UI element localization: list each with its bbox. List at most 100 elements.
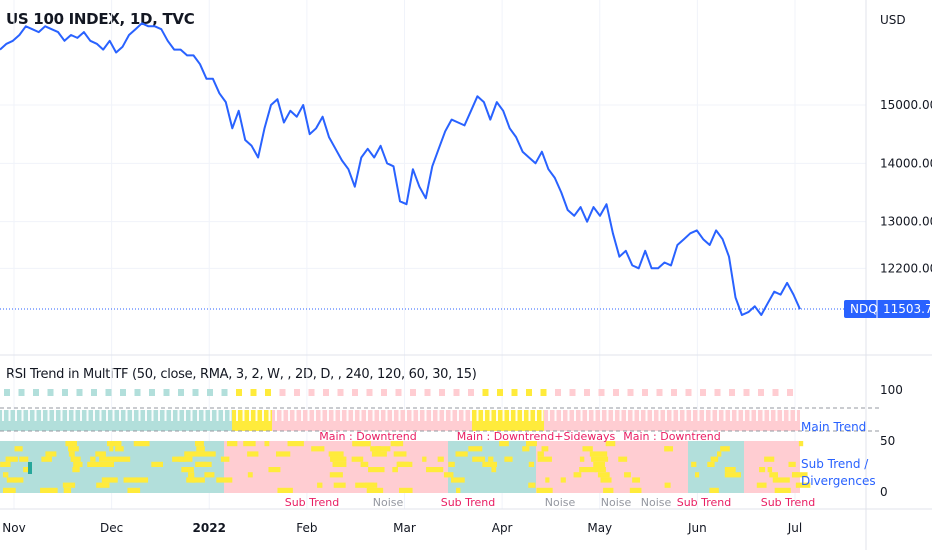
sub-yellow-cell [2,472,9,478]
top-marker [250,389,257,396]
main-stripe [132,410,134,421]
main-stripe [736,410,739,421]
sub-label: Noise [545,496,576,509]
sub-yellow-cell [395,441,404,447]
top-marker [758,389,764,396]
sub-yellow-cell [70,456,81,462]
main-stripe [450,410,453,421]
xtick-label: Feb [296,521,317,535]
sub-yellow-cell [717,451,722,457]
main-stripe [554,410,557,421]
main-stripe [684,410,687,421]
main-stripe [795,410,797,421]
sub-yellow-cell [499,441,509,447]
sub-yellow-cell [798,441,804,447]
sub-yellow-cell [664,446,669,452]
sub-yellow-cell [600,477,612,483]
main-stripe [340,410,342,421]
sub-yellow-cell [178,456,184,462]
sub-yellow-cell [756,482,767,488]
main-stripe [561,410,563,421]
sub-yellow-cell [710,456,719,462]
main-stripe [502,410,505,421]
main-stripe [411,410,414,421]
sub-yellow-cell [593,461,605,467]
sub-yellow-cell [399,487,413,493]
sub-yellow-cell [45,451,57,457]
price-badge [844,299,930,318]
sub-yellow-cell [66,441,73,447]
sub-yellow-cell [603,487,614,493]
main-segment [472,410,544,431]
top-marker [482,389,489,396]
sub-yellow-cell [127,487,141,493]
sub-yellow-cell [101,477,118,483]
main-stripe [80,410,82,421]
top-marker [511,389,518,396]
sub-yellow-cell [456,487,461,493]
main-stripe [710,410,713,421]
main-stripe [775,410,778,421]
main-stripe [203,410,206,421]
sub-yellow-cell [448,461,455,467]
sub-label: Sub Trend [677,496,732,509]
sub-yellow-cell [351,456,364,462]
sub-yellow-cell [664,446,674,452]
main-stripe [444,410,446,421]
sub-yellow-cell [352,441,370,447]
top-marker [105,389,112,396]
top-marker [671,389,677,396]
main-stripe [580,410,583,421]
sub-yellow-cell [188,472,195,478]
sub-yellow-cell [23,467,32,473]
top-marker [439,389,445,396]
sub-yellow-cell [192,477,205,483]
sub-yellow-cell [317,482,323,488]
main-stripe [782,410,784,421]
top-marker [62,389,68,396]
main-stripe [632,410,635,421]
sub-yellow-cell [183,456,193,462]
xtick-label: Jun [687,521,707,535]
sub-yellow-cell [352,441,371,447]
sub-yellow-cell [5,456,18,462]
sub-yellow-cell [371,451,387,457]
top-marker [207,389,213,396]
sub-yellow-cell [759,467,766,473]
top-marker [279,389,286,396]
sub-yellow-cell [368,467,385,473]
sub-yellow-cell [181,467,194,473]
main-stripe [28,410,30,421]
main-stripe [346,410,349,421]
main-stripe [606,410,609,421]
top-marker [47,389,54,396]
sub-yellow-cell [396,461,413,467]
currency-label: USD [880,13,906,27]
sub-yellow-cell [19,456,29,462]
sub-yellow-cell [247,451,259,457]
main-stripe [769,410,771,421]
sub-yellow-cell [204,472,215,478]
main-stripe [619,410,622,421]
main-stripe [704,410,706,421]
sub-yellow-cell [397,461,405,467]
sub-yellow-cell [227,441,238,447]
main-stripe [723,410,726,421]
main-stripe [457,410,459,421]
main-stripe [21,410,24,421]
main-stripe [171,410,173,421]
main-stripe [41,410,43,421]
sub-yellow-cell [216,477,233,483]
sub-segment [688,441,744,493]
top-marker [729,389,735,396]
sub-yellow-cell [791,472,808,478]
sub-yellow-cell [541,446,549,452]
main-stripe [197,410,199,421]
main-stripe [151,410,154,421]
sub-yellow-cell [96,482,110,488]
sub-yellow-cell [113,456,131,462]
sub-yellow-cell [330,456,346,462]
main-stripe [268,410,271,421]
top-marker [120,389,126,396]
